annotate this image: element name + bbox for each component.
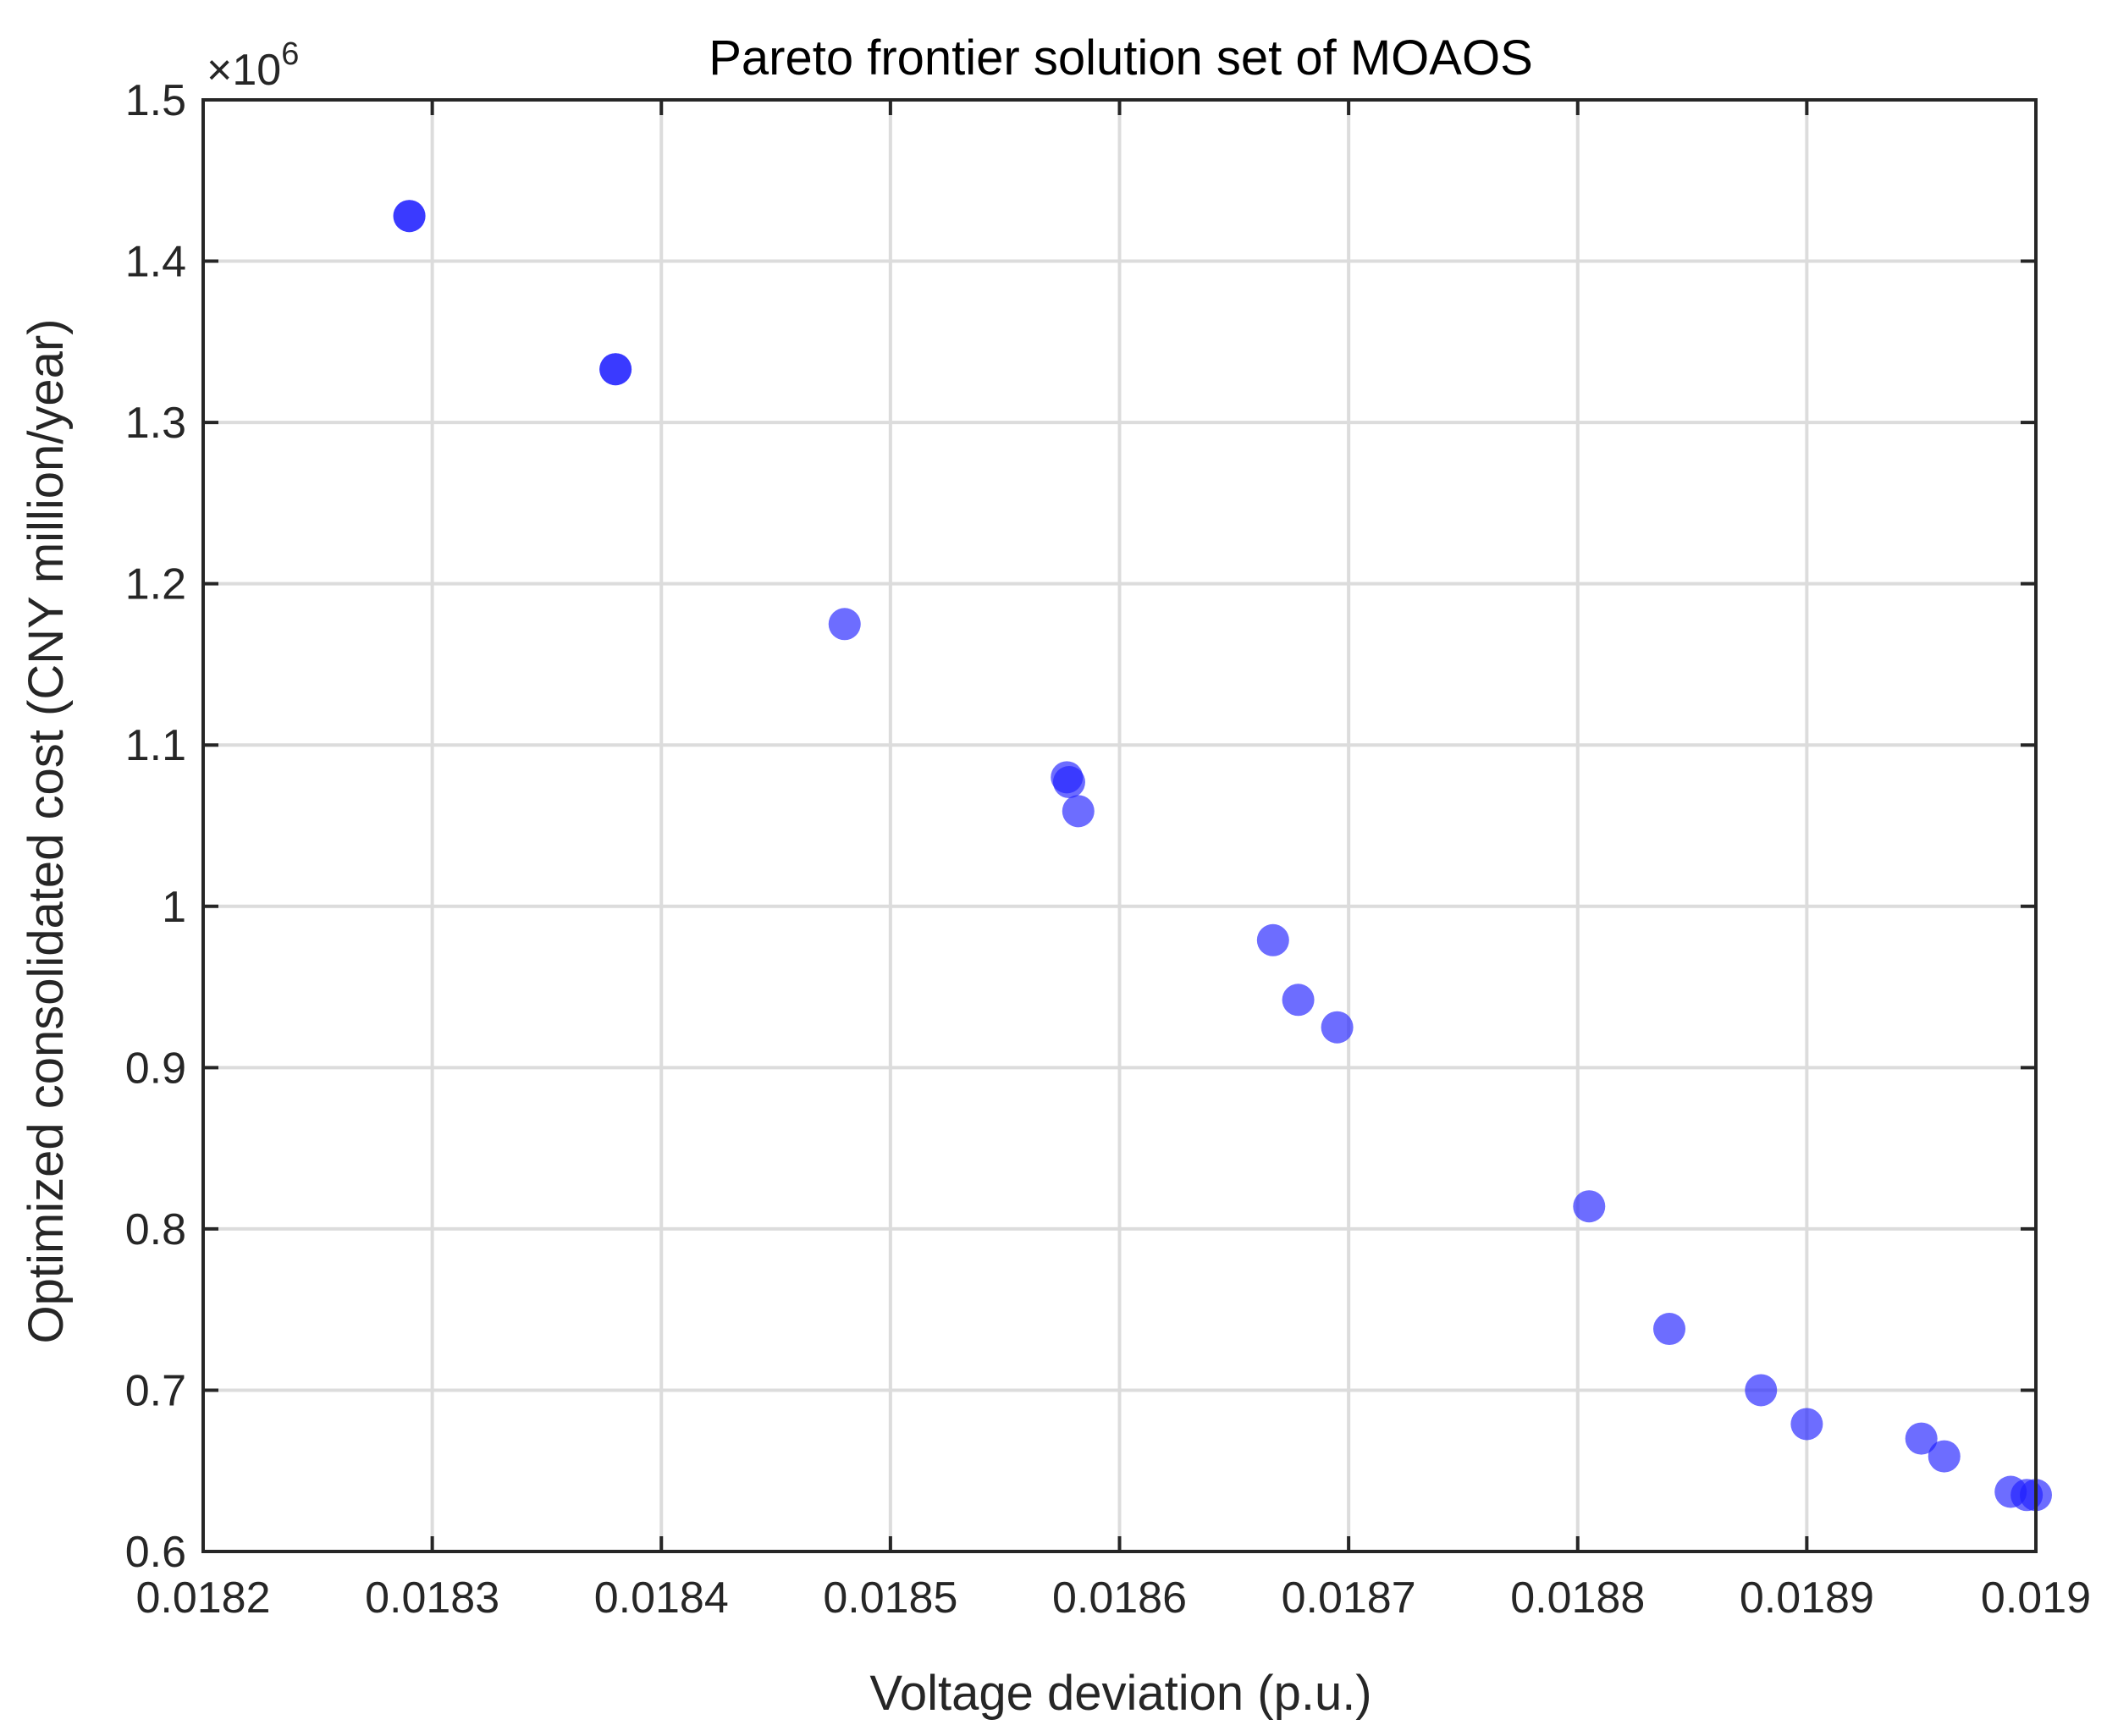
y-tick-label: 0.7 [125,1366,186,1415]
grid [203,100,2036,1551]
data-point [1653,1313,1685,1346]
y-axis-multiplier: ×106 [207,36,299,95]
data-point [393,200,426,233]
data-point [1282,984,1315,1017]
x-axis-title: Voltage deviation (p.u.) [869,1666,1371,1721]
y-axis-title: Optimized consolidated cost (CNY million… [19,319,74,1344]
axis-ticks [201,98,2038,1553]
data-point [828,608,861,641]
data-point [1052,766,1085,799]
data-point [1573,1190,1606,1223]
data-point [1790,1408,1823,1441]
y-tick-label: 0.9 [125,1044,186,1093]
y-tick-label: 0.8 [125,1205,186,1254]
x-tick-label: 0.0182 [135,1573,270,1623]
y-tick-label: 1.2 [125,560,186,609]
data-point [1256,923,1289,956]
data-point [1745,1374,1778,1407]
y-tick-labels: 0.6 0.7 0.8 0.9 1 1.1 1.2 1.3 1.4 1.5 [125,76,186,1577]
y-multiplier-exponent: 6 [281,36,299,72]
y-tick-label: 0.6 [125,1528,186,1577]
data-point [599,353,632,386]
x-tick-label: 0.0187 [1282,1573,1416,1623]
x-tick-label: 0.0186 [1052,1573,1187,1623]
data-point [1928,1440,1961,1473]
y-tick-label: 1 [162,883,186,932]
data-points [393,200,2052,1512]
x-tick-label: 0.0185 [823,1573,957,1623]
x-tick-label: 0.0188 [1510,1573,1645,1623]
x-tick-label: 0.019 [1981,1573,2091,1623]
x-tick-label: 0.0189 [1740,1573,1874,1623]
y-tick-label: 1.1 [125,721,186,770]
data-point [1321,1011,1354,1044]
y-multiplier-base: ×10 [207,46,281,95]
x-tick-labels: 0.0182 0.0183 0.0184 0.0185 0.0186 0.0187 0.01… [135,1573,2091,1623]
y-tick-label: 1.3 [125,399,186,448]
chart-title: Pareto frontier solution set of MOAOS [709,30,1533,85]
data-point [1062,795,1095,828]
data-point [1905,1422,1938,1455]
x-tick-label: 0.0184 [594,1573,729,1623]
y-tick-label: 1.5 [125,76,186,125]
x-tick-label: 0.0183 [365,1573,499,1623]
y-tick-label: 1.4 [125,238,186,287]
